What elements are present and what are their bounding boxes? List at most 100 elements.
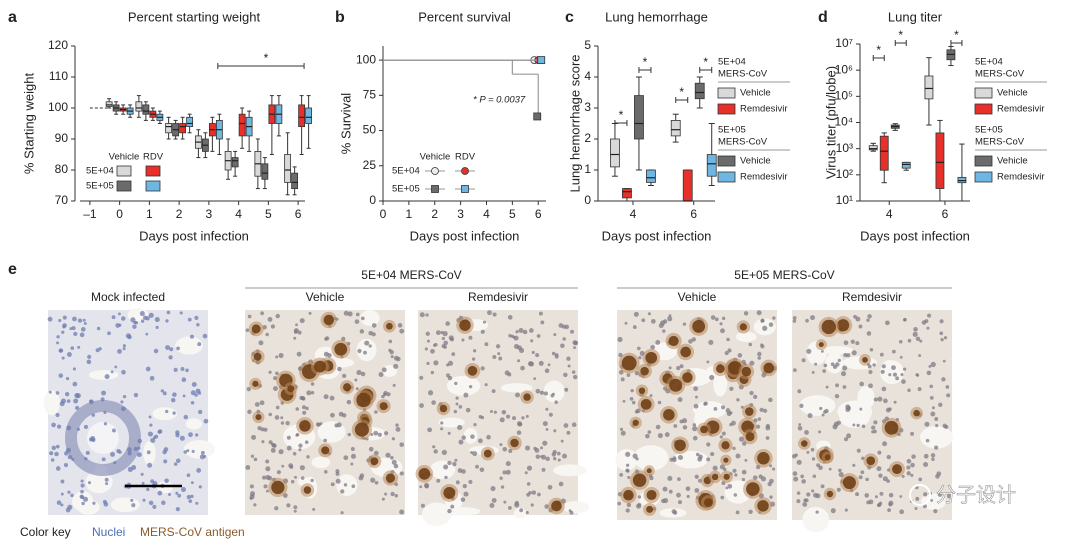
nucleus	[251, 434, 257, 440]
box	[694, 82, 705, 100]
alveolar-space	[633, 445, 669, 471]
nucleus	[338, 411, 344, 417]
nucleus	[539, 390, 545, 395]
nucleus	[393, 355, 399, 361]
antigen-stain	[723, 457, 729, 463]
nucleus	[792, 471, 798, 476]
nucleus	[393, 463, 399, 469]
nucleus	[934, 445, 939, 450]
nucleus	[80, 327, 86, 332]
nucleus	[202, 454, 207, 459]
y-tick-label: 70	[55, 193, 69, 207]
nucleus	[922, 504, 927, 509]
nucleus	[620, 430, 626, 436]
y-tick-label: 1	[584, 162, 591, 176]
nucleus	[383, 431, 389, 436]
nucleus	[250, 454, 255, 458]
group-label: 5E+04 MERS-CoV	[361, 268, 461, 282]
nucleus	[737, 353, 743, 358]
nucleus	[535, 388, 541, 394]
nucleus	[919, 339, 923, 343]
nucleus	[763, 408, 768, 413]
antigen-stain	[418, 468, 431, 480]
nucleus	[65, 376, 70, 381]
x-axis-label: Days post infection	[860, 228, 970, 243]
antigen-stain	[251, 324, 261, 334]
nucleus	[56, 341, 59, 345]
nucleus	[127, 466, 133, 472]
nucleus	[772, 467, 776, 471]
box	[298, 104, 306, 128]
nucleus	[370, 433, 374, 436]
nucleus	[80, 479, 84, 483]
antigen-stain	[703, 498, 713, 508]
legend-label: Remdesivir	[997, 104, 1045, 115]
nucleus	[350, 447, 355, 451]
nucleus	[669, 457, 674, 462]
nucleus	[525, 414, 529, 418]
alveolar-space	[110, 497, 140, 513]
nucleus	[131, 503, 136, 508]
panel-letter: c	[565, 9, 574, 26]
nucleus	[390, 456, 394, 460]
nucleus	[425, 331, 430, 336]
y-tick-label: 0	[369, 193, 376, 207]
alveolar-space	[615, 449, 638, 471]
nucleus	[203, 418, 209, 424]
nucleus	[855, 316, 861, 322]
y-tick-label: 25	[363, 158, 377, 172]
antigen-stain	[321, 446, 330, 455]
nucleus	[898, 340, 903, 344]
nucleus	[508, 448, 513, 454]
nucleus	[554, 354, 559, 359]
nucleus	[752, 475, 758, 480]
nucleus	[550, 393, 555, 398]
box	[924, 75, 934, 100]
y-tick-label: 5	[584, 38, 591, 52]
nucleus	[524, 471, 528, 475]
y-tick-label: 100	[356, 52, 376, 66]
nucleus	[926, 370, 932, 376]
antigen-stain	[386, 322, 393, 330]
antigen-stain	[674, 439, 686, 452]
legend-group: 5E+04	[718, 57, 746, 68]
nucleus	[374, 480, 379, 485]
nucleus	[935, 423, 939, 428]
nucleus	[927, 313, 932, 318]
y-axis-label: % Starting weight	[21, 73, 36, 175]
nucleus	[258, 340, 264, 346]
antigen-stain	[459, 319, 471, 331]
nucleus	[64, 392, 70, 397]
nucleus	[650, 344, 656, 350]
nucleus	[134, 321, 139, 325]
nucleus	[929, 384, 934, 389]
nucleus	[797, 425, 803, 431]
nucleus	[179, 435, 185, 441]
nucleus	[335, 478, 341, 484]
nucleus	[424, 482, 430, 488]
nucleus	[148, 312, 154, 318]
y-tick-label: 10⁶	[835, 62, 853, 76]
antigen-stain	[379, 402, 388, 411]
nucleus	[249, 491, 256, 497]
nucleus	[698, 454, 703, 460]
nucleus	[619, 472, 624, 477]
nucleus	[525, 511, 529, 515]
nucleus	[81, 501, 85, 506]
legend-label: Remdesivir	[740, 104, 788, 115]
nucleus	[914, 507, 918, 510]
nucleus	[943, 336, 948, 340]
x-tick-label: –1	[83, 207, 97, 221]
nucleus	[757, 417, 762, 421]
nucleus	[443, 340, 449, 346]
nucleus	[626, 373, 631, 377]
x-tick-label: 0	[380, 207, 387, 221]
nucleus	[468, 335, 473, 340]
alveolar-space	[77, 499, 100, 515]
nucleus	[358, 475, 364, 481]
nucleus	[381, 497, 385, 501]
nucleus	[84, 457, 88, 461]
nucleus	[743, 311, 749, 316]
nucleus	[460, 497, 466, 502]
x-tick-label: 1	[146, 207, 153, 221]
